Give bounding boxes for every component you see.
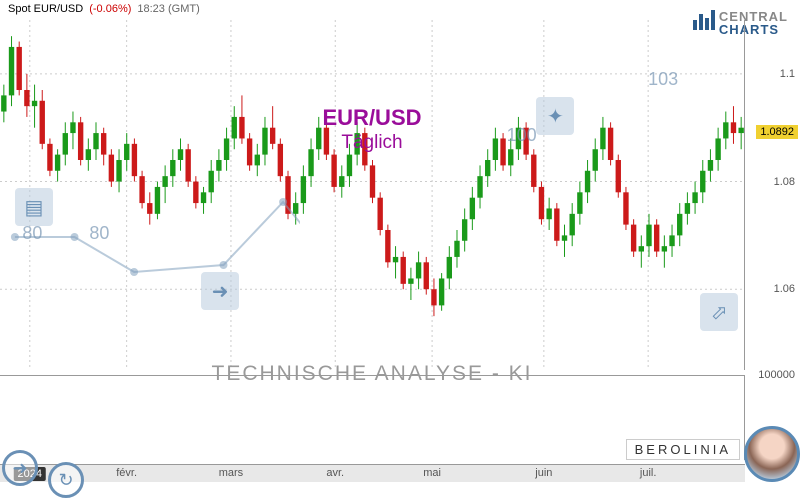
watermark-icon: ✦: [536, 97, 574, 135]
watermark-label: 103: [648, 69, 678, 90]
change-label: (-0.06%): [89, 3, 131, 15]
current-price-badge: 1.0892: [756, 125, 798, 139]
watermark-icon: ➜: [201, 272, 239, 310]
chart-header: Spot EUR/USD (-0.06%) 18:23 (GMT): [0, 0, 800, 18]
time-label: 18:23 (GMT): [137, 3, 199, 15]
x-tick-label: mai: [423, 467, 441, 479]
watermark-label: 80: [89, 223, 109, 244]
berolinia-badge: BEROLINIA: [626, 439, 740, 460]
pair-label: Spot EUR/USD: [8, 3, 83, 15]
price-y-axis: 1.061.081.11.0892: [745, 20, 800, 370]
presenter-avatar: [744, 426, 800, 482]
watermark-label: 100: [507, 125, 537, 146]
watermark-icon: ▤: [15, 188, 53, 226]
chart-subtitle: Täglich: [341, 132, 402, 154]
x-tick-label: avr.: [326, 467, 344, 479]
nav-button[interactable]: ↻: [48, 462, 84, 498]
watermark-icon: ⬀: [700, 293, 738, 331]
x-tick-label: juin: [535, 467, 552, 479]
chart-title: EUR/USD: [322, 105, 421, 131]
x-tick-label: févr.: [116, 467, 137, 479]
nav-button[interactable]: ➜: [2, 450, 38, 486]
time-x-axis: 2024févr.marsavr.maijuinjuil.: [0, 464, 745, 482]
x-tick-label: juil.: [640, 467, 657, 479]
x-tick-label: mars: [219, 467, 243, 479]
price-chart[interactable]: EUR/USD Täglich TECHNISCHE ANALYSE - KI: [0, 20, 745, 370]
watermark-label: 80: [22, 223, 42, 244]
